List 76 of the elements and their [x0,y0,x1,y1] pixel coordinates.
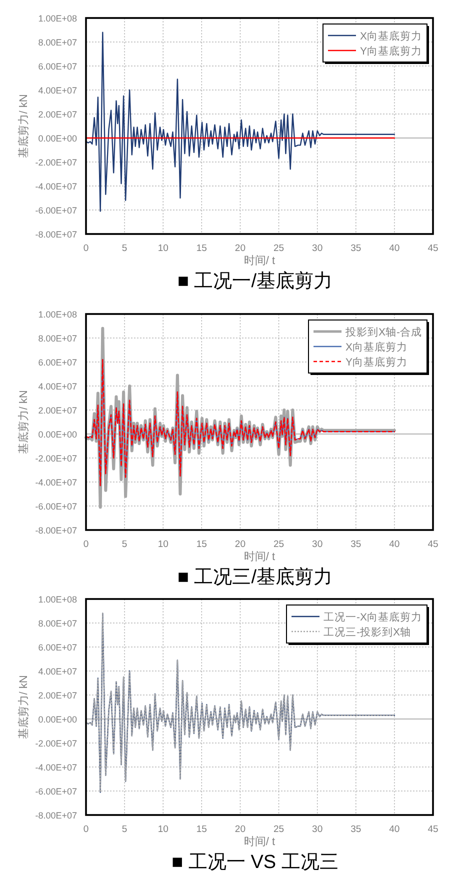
x-tick-label: 45 [428,243,438,254]
x-tick-label: 30 [312,824,323,835]
text: ■ 工况三/基底剪力 [177,566,333,588]
x-tick-label: 30 [312,539,323,550]
y-axis-title: 基底剪力/ kN [17,94,30,158]
y-tick-label: -8.00E+07 [35,230,77,240]
y-tick-label: 8.00E+07 [38,334,77,344]
x-tick-label: 40 [389,243,400,254]
x-tick-label: 20 [234,243,246,254]
legend-label: 工况一-X向基底剪力 [324,610,422,624]
y-tick-label: 4.00E+07 [38,86,77,96]
y-tick-label: 0.00E+00 [38,714,77,724]
y-tick-label: 0.00E+00 [38,134,77,144]
legend-label: Y向基底剪力 [360,44,422,58]
x-tick-label: 5 [122,243,128,254]
x-tick-label: 40 [389,539,400,550]
y-tick-label: -2.00E+07 [35,158,77,168]
y-tick-label: 1.00E+08 [38,594,77,604]
x-tick-label: 35 [350,539,362,550]
x-tick-label: 15 [196,539,207,550]
x-tick-label: 20 [234,539,246,550]
y-axis-title: 基底剪力/ kN [17,675,30,739]
x-tick-label: 0 [83,824,89,835]
y-tick-label: 8.00E+07 [38,38,77,48]
x-tick-label: 45 [428,539,438,550]
x-tick-label: 20 [234,824,246,835]
y-tick-label: -2.00E+07 [35,738,77,748]
x-tick-label: 10 [158,243,168,254]
x-tick-label: 0 [83,539,89,550]
text: ■ 工况一 VS 工况三 [172,852,338,873]
x-tick-label: 10 [158,539,168,550]
legend-label: 工况三-投影到X轴 [324,625,411,638]
x-tick-label: 45 [428,824,438,835]
legend-label: X向基底剪力 [360,29,422,42]
y-tick-label: 4.00E+07 [38,382,77,392]
x-axis-title: 时间/ t [244,254,276,267]
x-tick-label: 15 [196,243,207,254]
x-tick-label: 35 [350,243,362,254]
text: ■ 工况一/基底剪力 [177,270,333,292]
y-axis-title: 基底剪力/ kN [17,390,30,454]
x-tick-label: 25 [273,539,284,550]
y-tick-label: -4.00E+07 [35,182,77,192]
x-tick-label: 25 [273,824,284,835]
y-tick-label: 4.00E+07 [38,666,77,676]
y-tick-label: 6.00E+07 [38,62,77,72]
x-tick-label: 5 [122,539,128,550]
legend-label: Y向基底剪力 [346,355,408,368]
y-tick-label: 6.00E+07 [38,358,77,368]
y-tick-label: 0.00E+00 [38,430,77,440]
y-tick-label: -8.00E+07 [35,810,77,820]
y-tick-label: -6.00E+07 [35,206,77,216]
x-tick-label: 0 [83,243,89,254]
y-tick-label: -6.00E+07 [35,502,77,512]
y-tick-label: 2.00E+07 [38,406,77,416]
x-axis-title: 时间/ t [244,550,276,563]
x-tick-label: 35 [350,824,362,835]
x-tick-label: 25 [273,243,284,254]
y-tick-label: -6.00E+07 [35,786,77,796]
y-tick-label: 1.00E+08 [38,14,77,24]
x-axis-title: 时间/ t [244,835,276,848]
legend-label: 投影到X轴-合成 [344,325,422,338]
y-tick-label: -4.00E+07 [35,478,77,488]
x-tick-label: 15 [196,824,207,835]
y-tick-label: 6.00E+07 [38,642,77,652]
x-tick-label: 40 [389,824,400,835]
y-tick-label: -4.00E+07 [35,762,77,772]
y-tick-label: 8.00E+07 [38,618,77,628]
y-tick-label: -2.00E+07 [35,454,77,464]
legend-label: X向基底剪力 [346,340,408,354]
y-tick-label: 2.00E+07 [38,110,77,120]
y-tick-label: -8.00E+07 [35,526,77,536]
y-tick-label: 2.00E+07 [38,690,77,700]
x-tick-label: 30 [312,243,323,254]
x-tick-label: 10 [158,824,168,835]
x-tick-label: 5 [122,824,128,835]
y-tick-label: 1.00E+08 [38,310,77,320]
